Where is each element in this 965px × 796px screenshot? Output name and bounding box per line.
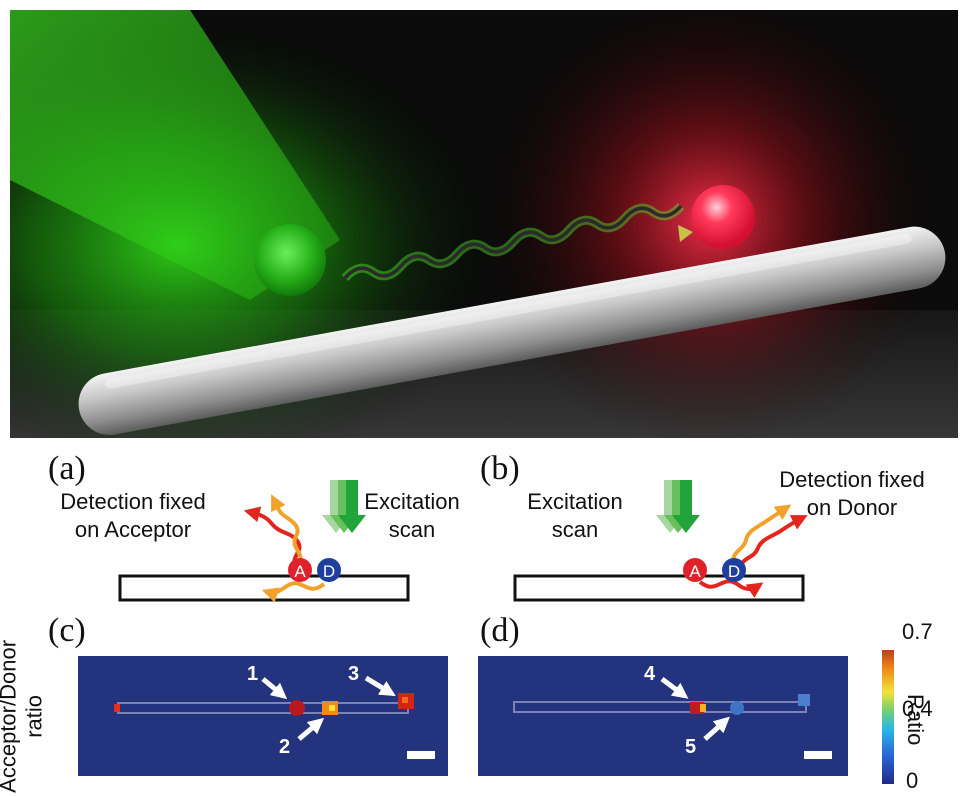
panel-c-arrow-2 [297, 717, 325, 741]
panel-a-nanowire [118, 574, 410, 602]
colorbar-tick-mid: 0.4 [902, 696, 933, 721]
panel-b-detection-label: Detection fixed on Donor [779, 467, 925, 520]
panel-d-spot-end [798, 694, 810, 706]
panel-b-excitation-label: Excitation scan [527, 489, 623, 542]
panel-b-emission-red-arrow [738, 515, 808, 568]
panel-c-marker-2: 2 [279, 736, 290, 758]
colorbar [882, 650, 894, 784]
panel-b-nanowire [513, 574, 805, 602]
panel-c-arrow-1 [261, 677, 288, 700]
panel-b-acceptor: A [683, 558, 707, 582]
panel-b-emission-orange-arrow [731, 504, 792, 565]
colorbar-label: Ratio [903, 694, 928, 746]
panel-d-wire-outline [513, 701, 807, 713]
panel-d-scalebar [804, 751, 832, 759]
panel-a-emission-red-arrow [243, 506, 302, 568]
panel-c-arrow-3 [364, 675, 396, 697]
panel-d-spot-5 [730, 701, 744, 715]
panel-d-map [478, 656, 848, 776]
svg-text:D: D [323, 562, 335, 581]
panel-a-transfer-arrow [261, 581, 326, 603]
panel-c-marker-1: 1 [247, 663, 258, 685]
panel-c-letter: (c) [48, 612, 86, 649]
panel-d-spot-4 [690, 702, 706, 714]
panel-b-donor: D [722, 558, 746, 582]
panel-b-transfer-arrow [698, 579, 764, 598]
schematics: A D A D [118, 480, 808, 603]
panel-a-donor: D [317, 558, 341, 582]
panel-a-detection-label: Detection fixed on Acceptor [60, 489, 206, 542]
panel-a-emission-orange-arrow [271, 494, 303, 565]
panel-c-marker-3: 3 [348, 663, 359, 685]
panel-b-excitation-arrows [656, 480, 700, 533]
svg-text:A: A [294, 562, 306, 581]
panel-d-marker-5: 5 [685, 736, 696, 758]
svg-text:D: D [728, 562, 740, 581]
panel-c-spot-1 [289, 700, 305, 716]
colorbar-tick-max: 0.7 [902, 619, 933, 644]
panel-b-letter: (b) [480, 450, 520, 487]
panel-d-letter: (d) [480, 612, 520, 649]
ratio-maps: 1 2 3 4 5 [78, 650, 894, 784]
panel-c-spot-3 [398, 693, 414, 709]
panel-d-arrow-4 [660, 677, 689, 699]
panel-a-excitation-arrows [322, 480, 366, 533]
panel-c-map [78, 656, 448, 776]
panel-c-spot-edge [114, 704, 120, 712]
svg-text:A: A [689, 562, 701, 581]
panel-c-scalebar [407, 751, 435, 759]
panel-a-letter: (a) [48, 450, 86, 487]
panel-d-marker-4: 4 [644, 663, 656, 685]
nanowire-illustration [10, 10, 958, 438]
panel-a-acceptor: A [288, 558, 312, 582]
colorbar-tick-min: 0 [906, 768, 919, 793]
panel-a-excitation-label: Excitation scan [364, 489, 460, 542]
panel-c-spot-2 [322, 701, 338, 715]
panel-d-arrow-5 [703, 716, 730, 741]
